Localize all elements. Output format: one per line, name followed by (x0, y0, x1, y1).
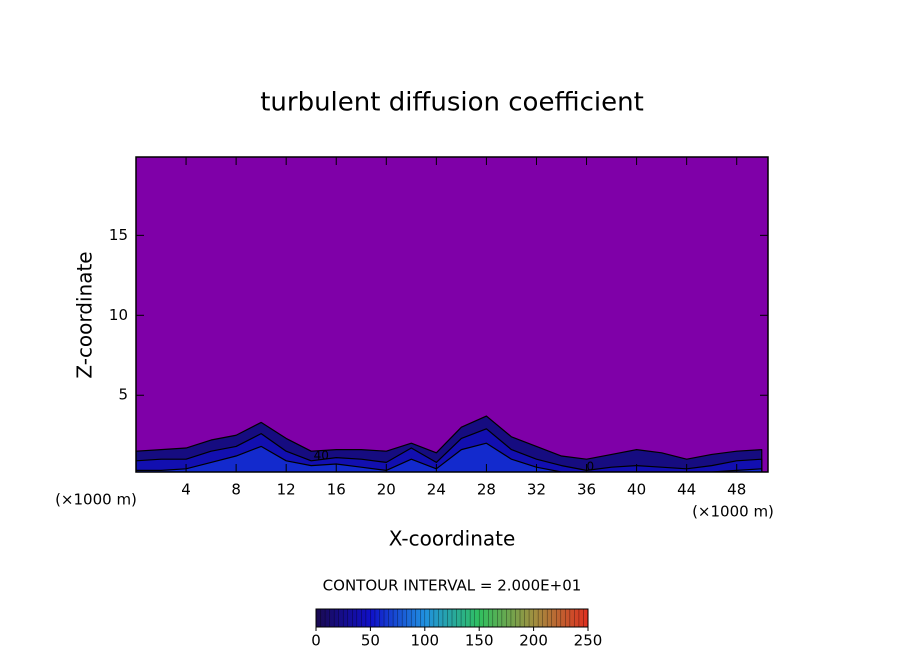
colorbar-tick-label: 150 (465, 632, 494, 650)
x-tick-label: 36 (577, 481, 596, 499)
x-tick-label: 12 (277, 481, 296, 499)
x-tick-label: 16 (327, 481, 346, 499)
y-tick-label: 10 (109, 306, 128, 324)
x-tick-label: 44 (677, 481, 696, 499)
y-tick-label: 5 (118, 386, 128, 404)
plot-frame (135, 156, 769, 473)
x-tick-label: 20 (377, 481, 396, 499)
x-tick-label: 8 (231, 481, 241, 499)
x-tick-label: 24 (427, 481, 446, 499)
colorbar-tick-label: 250 (574, 632, 603, 650)
contour-label: 0 (586, 460, 594, 474)
x-unit-label: (×1000 m) (692, 503, 774, 521)
background-field (136, 157, 768, 472)
colorbar-tick-label: 0 (311, 632, 321, 650)
contour-interval: CONTOUR INTERVAL = 2.000E+01 (323, 577, 582, 595)
contour-band (136, 428, 763, 472)
y-tick-label: 15 (109, 226, 128, 244)
colorbar-tick-label: 50 (361, 632, 380, 650)
x-unit-label: (×1000 m) (55, 491, 137, 509)
chart-title: turbulent diffusion coefficient (260, 88, 644, 118)
x-tick-label: 28 (477, 481, 496, 499)
x-tick-label: 32 (527, 481, 546, 499)
x-tick-label: 40 (627, 481, 646, 499)
contour-band (136, 442, 763, 472)
x-tick-label: 48 (727, 481, 746, 499)
y-axis-label: Z-coordinate (73, 251, 97, 378)
plot-area: 40 0 (136, 157, 768, 474)
colorbar-tick-label: 100 (410, 632, 439, 650)
x-tick-label: 4 (181, 481, 191, 499)
colorbar-tick-label: 200 (519, 632, 548, 650)
contour-label: 40 (314, 449, 329, 463)
x-axis-label: X-coordinate (389, 527, 516, 551)
